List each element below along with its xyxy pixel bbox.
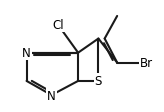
Text: N: N — [47, 89, 56, 102]
Text: Cl: Cl — [52, 19, 64, 32]
Text: Br: Br — [140, 57, 153, 69]
Text: S: S — [95, 75, 102, 88]
Text: N: N — [22, 47, 31, 60]
